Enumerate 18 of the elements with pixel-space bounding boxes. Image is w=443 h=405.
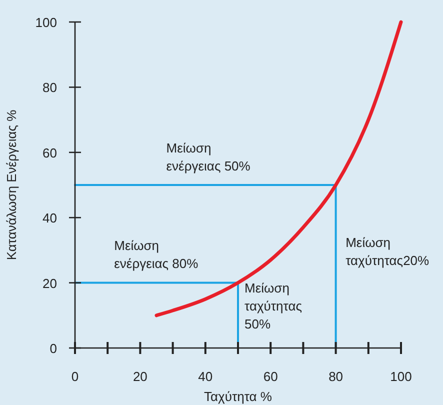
- y-axis-title: Κατανάλωση Ενέργειας %: [4, 109, 19, 260]
- annotation: Μείωση ενέργειας 50%: [166, 140, 251, 174]
- x-tick-label: 40: [198, 369, 213, 384]
- y-tick-label: 0: [50, 341, 57, 356]
- x-tick-label: 60: [263, 369, 278, 384]
- x-axis-title: Ταχύτητα %: [204, 389, 272, 404]
- y-tick-label: 100: [35, 15, 57, 30]
- y-tick-label: 80: [42, 80, 57, 96]
- annotation: Μείωση ενέργειας 80%: [114, 238, 199, 272]
- y-tick-label: 60: [42, 145, 57, 160]
- x-tick-label: 100: [390, 369, 412, 384]
- annotation: Μείωση ταχύτητας 50%: [244, 280, 302, 332]
- annotation: Μείωση ταχύτητας20%: [346, 234, 430, 268]
- y-tick-label: 40: [42, 210, 57, 226]
- x-tick-label: 80: [328, 369, 344, 384]
- y-tick-label: 20: [42, 276, 57, 291]
- x-tick-label: 0: [71, 369, 79, 384]
- x-tick-label: 20: [132, 369, 148, 384]
